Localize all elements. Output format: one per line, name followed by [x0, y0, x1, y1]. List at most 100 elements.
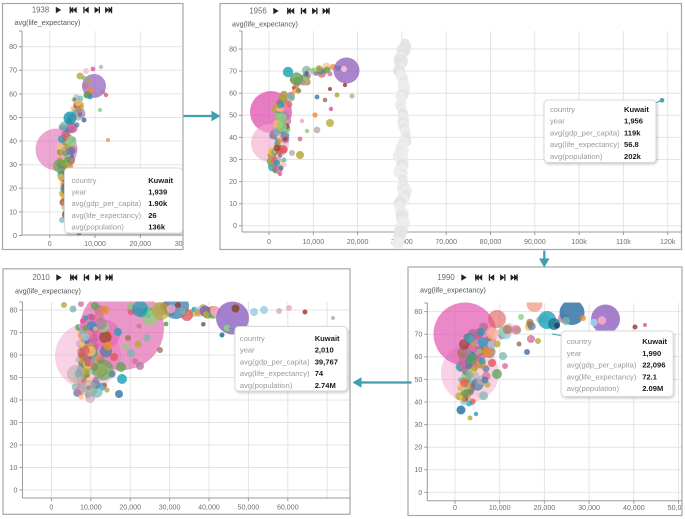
svg-text:50: 50 [229, 112, 237, 120]
svg-text:10: 10 [229, 200, 237, 208]
svg-text:60: 60 [414, 353, 422, 361]
svg-text:avg(population): avg(population) [567, 384, 620, 393]
svg-text:50: 50 [414, 376, 422, 384]
svg-text:year: year [240, 346, 255, 355]
svg-text:22,096: 22,096 [642, 361, 665, 370]
svg-text:10,000: 10,000 [489, 504, 511, 512]
svg-text:20: 20 [10, 441, 18, 449]
svg-text:avg(population): avg(population) [550, 152, 603, 161]
svg-text:80: 80 [10, 306, 18, 314]
svg-text:2.74M: 2.74M [315, 381, 336, 390]
svg-text:20,000: 20,000 [119, 504, 141, 512]
svg-text:10: 10 [414, 466, 422, 474]
svg-text:20,000: 20,000 [347, 238, 369, 246]
svg-text:10,000: 10,000 [80, 504, 102, 512]
svg-text:30: 30 [229, 156, 237, 164]
svg-text:40,000: 40,000 [623, 504, 645, 512]
svg-text:avg(life_expectancy): avg(life_expectancy) [567, 372, 637, 381]
svg-text:60: 60 [10, 351, 18, 359]
svg-text:0: 0 [49, 504, 53, 512]
svg-text:60: 60 [9, 90, 17, 98]
svg-text:1,939: 1,939 [148, 188, 167, 197]
svg-text:avg(life_expectancy): avg(life_expectancy) [240, 369, 310, 378]
svg-text:country: country [550, 105, 575, 114]
svg-text:80: 80 [229, 45, 237, 53]
svg-text:10,000: 10,000 [84, 240, 106, 248]
svg-text:20,000: 20,000 [534, 504, 556, 512]
svg-text:100k: 100k [571, 238, 587, 246]
svg-text:40: 40 [414, 398, 422, 406]
svg-text:202k: 202k [624, 152, 642, 161]
svg-text:20: 20 [229, 178, 237, 186]
svg-text:72.1: 72.1 [642, 372, 658, 381]
svg-text:avg(gdp_per_capita): avg(gdp_per_capita) [72, 199, 142, 208]
svg-text:56.8: 56.8 [624, 140, 639, 149]
svg-text:10,000: 10,000 [302, 238, 324, 246]
svg-text:year: year [550, 117, 565, 126]
svg-text:26: 26 [148, 211, 156, 220]
svg-text:1956: 1956 [249, 7, 266, 16]
svg-text:country: country [72, 176, 97, 185]
svg-text:avg(life_expectancy): avg(life_expectancy) [72, 211, 142, 220]
svg-text:20: 20 [414, 444, 422, 452]
svg-text:1938: 1938 [32, 6, 49, 15]
svg-text:50,000: 50,000 [668, 504, 685, 512]
svg-text:70: 70 [9, 67, 17, 75]
svg-text:50,000: 50,000 [238, 504, 260, 512]
svg-text:60: 60 [229, 90, 237, 98]
svg-text:2,010: 2,010 [315, 346, 334, 355]
svg-text:30,000: 30,000 [175, 240, 197, 248]
svg-text:30: 30 [10, 419, 18, 427]
svg-text:avg(population): avg(population) [240, 381, 293, 390]
svg-text:70: 70 [229, 68, 237, 76]
svg-text:20,000: 20,000 [129, 240, 151, 248]
svg-text:1,990: 1,990 [642, 349, 661, 358]
svg-text:70: 70 [414, 331, 422, 339]
svg-text:40,000: 40,000 [198, 504, 220, 512]
svg-text:0: 0 [453, 504, 457, 512]
svg-text:avg(gdp_per_capita): avg(gdp_per_capita) [567, 361, 637, 370]
svg-text:39,767: 39,767 [315, 357, 338, 366]
svg-text:avg(gdp_per_capita): avg(gdp_per_capita) [550, 128, 620, 137]
svg-text:70,000: 70,000 [435, 238, 457, 246]
svg-text:20: 20 [9, 185, 17, 193]
svg-text:50: 50 [9, 114, 17, 122]
svg-text:30,000: 30,000 [159, 504, 181, 512]
svg-text:Kuwait: Kuwait [315, 334, 340, 343]
svg-text:30,000: 30,000 [578, 504, 600, 512]
svg-text:country: country [567, 337, 592, 346]
svg-text:74: 74 [315, 369, 324, 378]
svg-text:0: 0 [418, 489, 422, 497]
svg-text:80: 80 [9, 43, 17, 51]
svg-text:40: 40 [9, 138, 17, 146]
svg-text:Kuwait: Kuwait [624, 105, 649, 114]
svg-text:10: 10 [9, 208, 17, 216]
svg-text:year: year [567, 349, 582, 358]
svg-text:60,000: 60,000 [277, 504, 299, 512]
svg-text:avg(gdp_per_capita): avg(gdp_per_capita) [240, 357, 310, 366]
svg-text:119k: 119k [624, 128, 641, 137]
svg-text:80: 80 [414, 308, 422, 316]
svg-text:40: 40 [10, 396, 18, 404]
svg-text:50: 50 [10, 374, 18, 382]
svg-text:avg(life_expectancy): avg(life_expectancy) [15, 18, 81, 27]
svg-text:40: 40 [229, 134, 237, 142]
svg-text:30: 30 [9, 161, 17, 169]
svg-text:136k: 136k [148, 223, 166, 232]
svg-text:0: 0 [267, 238, 271, 246]
svg-text:2.09M: 2.09M [642, 384, 663, 393]
svg-text:avg(life_expectancy): avg(life_expectancy) [420, 286, 486, 295]
svg-text:0: 0 [48, 240, 52, 248]
svg-text:1990: 1990 [437, 273, 455, 282]
svg-text:80,000: 80,000 [480, 238, 502, 246]
svg-text:Kuwait: Kuwait [642, 337, 667, 346]
svg-text:avg(population): avg(population) [72, 223, 125, 232]
svg-text:0: 0 [14, 486, 18, 494]
svg-text:avg(life_expectancy): avg(life_expectancy) [15, 287, 81, 296]
svg-text:110k: 110k [616, 238, 631, 246]
svg-text:1.90k: 1.90k [148, 199, 168, 208]
svg-text:10: 10 [10, 464, 18, 472]
svg-text:Kuwait: Kuwait [148, 176, 173, 185]
svg-text:year: year [72, 188, 87, 197]
svg-text:0: 0 [13, 232, 17, 240]
